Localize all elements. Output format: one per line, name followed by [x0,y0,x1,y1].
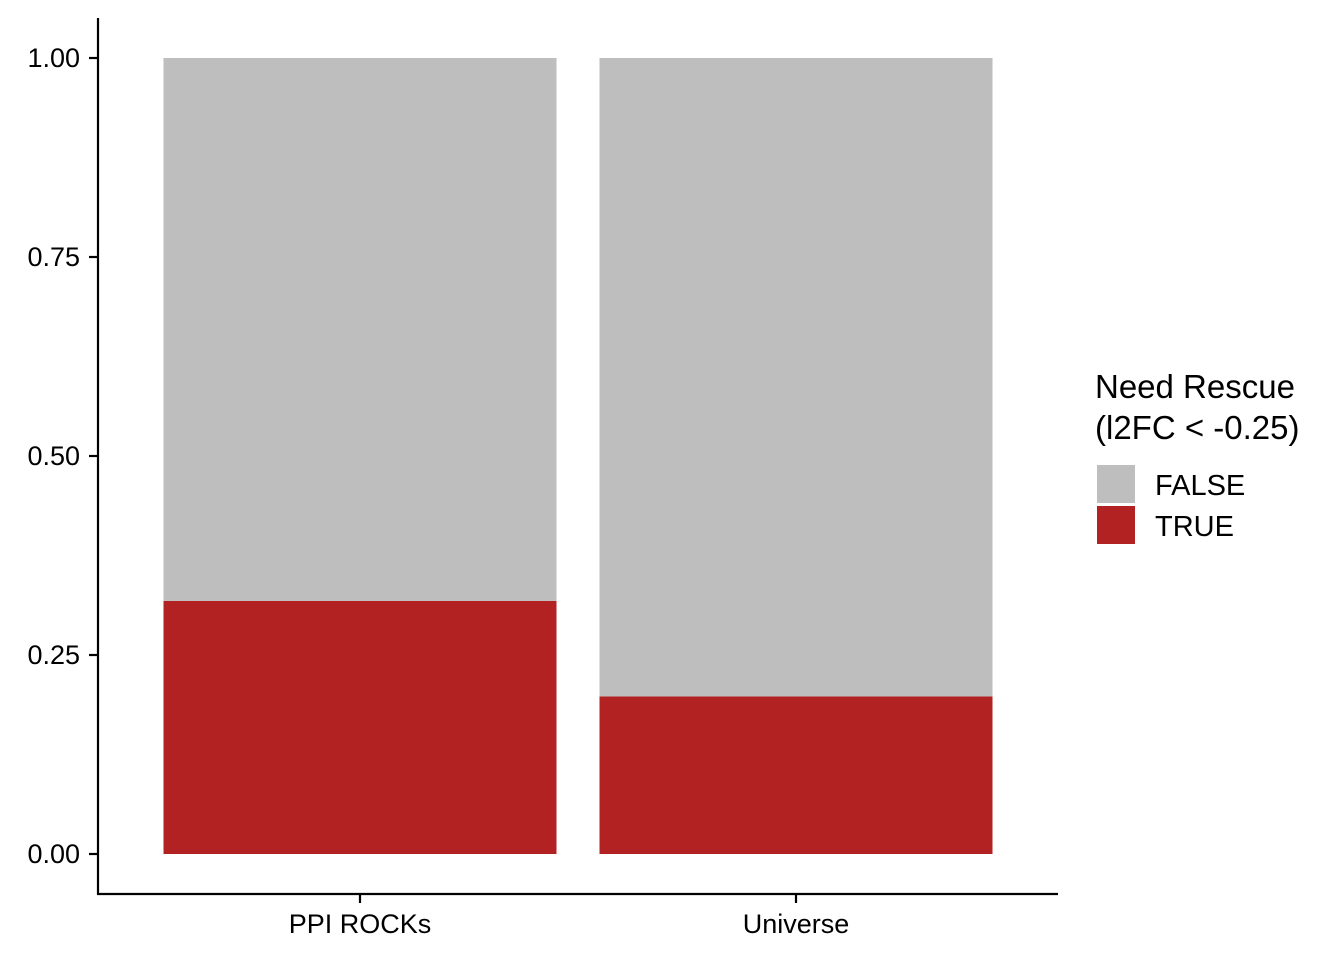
y-tick-label: 0.75 [27,242,80,272]
legend: Need Rescue (l2FC < -0.25) FALSE TRUE [1095,368,1299,544]
bar-ppi-rocks-false [163,58,557,601]
legend-entries: FALSE TRUE [1097,465,1245,544]
legend-title-line1: Need Rescue [1095,368,1295,405]
bars-group [163,58,993,854]
y-tick-label: 0.25 [27,640,80,670]
x-axis-ticks: PPI ROCKs Universe [289,894,850,939]
legend-label-false: FALSE [1155,470,1245,502]
legend-title-line2: (l2FC < -0.25) [1095,409,1299,446]
bar-universe-false [599,58,993,697]
legend-label-true: TRUE [1155,511,1234,543]
y-tick-label: 0.00 [27,839,80,869]
y-tick-label: 1.00 [27,43,80,73]
y-tick-label: 0.50 [27,441,80,471]
x-tick-label: Universe [743,909,850,939]
legend-key-false [1097,465,1135,503]
bar-ppi-rocks-true [163,600,557,854]
bar-universe-true [599,696,993,854]
legend-key-true [1097,506,1135,544]
y-axis-ticks: 0.00 0.25 0.50 0.75 1.00 [27,43,98,869]
x-tick-label: PPI ROCKs [289,909,432,939]
